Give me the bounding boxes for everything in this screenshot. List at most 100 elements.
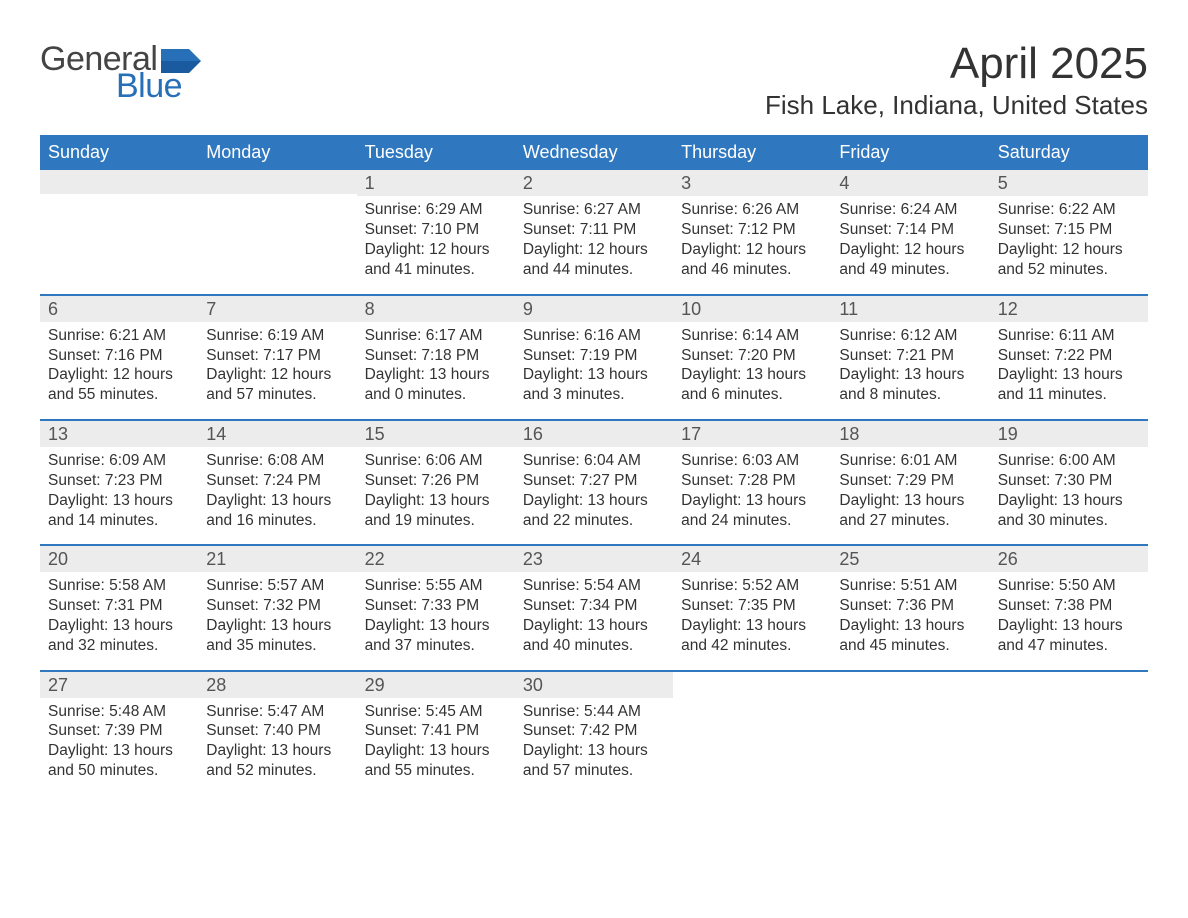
- cell-body: [831, 696, 989, 714]
- cell-body: Sunrise: 6:26 AMSunset: 7:12 PMDaylight:…: [673, 196, 831, 293]
- day-number: 7: [198, 296, 356, 322]
- daylight-line: Daylight: 12 hours and 46 minutes.: [681, 240, 823, 280]
- sunset-line: Sunset: 7:18 PM: [365, 346, 507, 366]
- sunset-line: Sunset: 7:24 PM: [206, 471, 348, 491]
- sunset-line: Sunset: 7:42 PM: [523, 721, 665, 741]
- month-title: April 2025: [765, 40, 1148, 88]
- day-number: 14: [198, 421, 356, 447]
- cell-body: [40, 194, 198, 212]
- calendar-cell: 10Sunrise: 6:14 AMSunset: 7:20 PMDayligh…: [673, 296, 831, 419]
- sunset-line: Sunset: 7:14 PM: [839, 220, 981, 240]
- cell-body: Sunrise: 6:09 AMSunset: 7:23 PMDaylight:…: [40, 447, 198, 544]
- week-row: 27Sunrise: 5:48 AMSunset: 7:39 PMDayligh…: [40, 670, 1148, 795]
- day-number: [990, 672, 1148, 696]
- cell-body: Sunrise: 5:44 AMSunset: 7:42 PMDaylight:…: [515, 698, 673, 795]
- cell-body: Sunrise: 6:00 AMSunset: 7:30 PMDaylight:…: [990, 447, 1148, 544]
- day-number: 2: [515, 170, 673, 196]
- calendar-cell: 16Sunrise: 6:04 AMSunset: 7:27 PMDayligh…: [515, 421, 673, 544]
- day-number: 30: [515, 672, 673, 698]
- cell-body: Sunrise: 5:58 AMSunset: 7:31 PMDaylight:…: [40, 572, 198, 669]
- sunset-line: Sunset: 7:16 PM: [48, 346, 190, 366]
- daylight-line: Daylight: 12 hours and 57 minutes.: [206, 365, 348, 405]
- weekday-header: Monday: [198, 135, 356, 170]
- sunset-line: Sunset: 7:23 PM: [48, 471, 190, 491]
- cell-body: [673, 696, 831, 714]
- sunrise-line: Sunrise: 6:12 AM: [839, 326, 981, 346]
- calendar-cell: 17Sunrise: 6:03 AMSunset: 7:28 PMDayligh…: [673, 421, 831, 544]
- sunrise-line: Sunrise: 6:09 AM: [48, 451, 190, 471]
- sunrise-line: Sunrise: 6:16 AM: [523, 326, 665, 346]
- sunset-line: Sunset: 7:15 PM: [998, 220, 1140, 240]
- cell-body: Sunrise: 6:17 AMSunset: 7:18 PMDaylight:…: [357, 322, 515, 419]
- day-number: 25: [831, 546, 989, 572]
- cell-body: Sunrise: 6:16 AMSunset: 7:19 PMDaylight:…: [515, 322, 673, 419]
- sunrise-line: Sunrise: 6:19 AM: [206, 326, 348, 346]
- calendar-cell: 27Sunrise: 5:48 AMSunset: 7:39 PMDayligh…: [40, 672, 198, 795]
- cell-body: Sunrise: 5:47 AMSunset: 7:40 PMDaylight:…: [198, 698, 356, 795]
- daylight-line: Daylight: 13 hours and 50 minutes.: [48, 741, 190, 781]
- day-number: 18: [831, 421, 989, 447]
- cell-body: Sunrise: 6:14 AMSunset: 7:20 PMDaylight:…: [673, 322, 831, 419]
- day-number: [831, 672, 989, 696]
- day-number: 17: [673, 421, 831, 447]
- day-number: 21: [198, 546, 356, 572]
- title-block: April 2025 Fish Lake, Indiana, United St…: [765, 40, 1148, 121]
- daylight-line: Daylight: 12 hours and 52 minutes.: [998, 240, 1140, 280]
- calendar-cell: [198, 170, 356, 293]
- sunrise-line: Sunrise: 6:11 AM: [998, 326, 1140, 346]
- cell-body: Sunrise: 5:55 AMSunset: 7:33 PMDaylight:…: [357, 572, 515, 669]
- cell-body: Sunrise: 5:50 AMSunset: 7:38 PMDaylight:…: [990, 572, 1148, 669]
- day-number: 19: [990, 421, 1148, 447]
- daylight-line: Daylight: 13 hours and 0 minutes.: [365, 365, 507, 405]
- weekday-header: Wednesday: [515, 135, 673, 170]
- sunrise-line: Sunrise: 6:29 AM: [365, 200, 507, 220]
- sunrise-line: Sunrise: 6:03 AM: [681, 451, 823, 471]
- day-number: 29: [357, 672, 515, 698]
- daylight-line: Daylight: 13 hours and 8 minutes.: [839, 365, 981, 405]
- sunrise-line: Sunrise: 6:06 AM: [365, 451, 507, 471]
- calendar-cell: 30Sunrise: 5:44 AMSunset: 7:42 PMDayligh…: [515, 672, 673, 795]
- daylight-line: Daylight: 12 hours and 55 minutes.: [48, 365, 190, 405]
- cell-body: Sunrise: 5:54 AMSunset: 7:34 PMDaylight:…: [515, 572, 673, 669]
- day-number: 11: [831, 296, 989, 322]
- week-row: 6Sunrise: 6:21 AMSunset: 7:16 PMDaylight…: [40, 294, 1148, 419]
- cell-body: Sunrise: 6:22 AMSunset: 7:15 PMDaylight:…: [990, 196, 1148, 293]
- document-header: General Blue April 2025 Fish Lake, India…: [40, 40, 1148, 121]
- calendar-cell: 8Sunrise: 6:17 AMSunset: 7:18 PMDaylight…: [357, 296, 515, 419]
- day-number: 24: [673, 546, 831, 572]
- sunset-line: Sunset: 7:41 PM: [365, 721, 507, 741]
- sunset-line: Sunset: 7:28 PM: [681, 471, 823, 491]
- daylight-line: Daylight: 13 hours and 11 minutes.: [998, 365, 1140, 405]
- sunset-line: Sunset: 7:32 PM: [206, 596, 348, 616]
- sunrise-line: Sunrise: 6:00 AM: [998, 451, 1140, 471]
- daylight-line: Daylight: 13 hours and 22 minutes.: [523, 491, 665, 531]
- sunrise-line: Sunrise: 5:48 AM: [48, 702, 190, 722]
- calendar-cell: 9Sunrise: 6:16 AMSunset: 7:19 PMDaylight…: [515, 296, 673, 419]
- daylight-line: Daylight: 13 hours and 30 minutes.: [998, 491, 1140, 531]
- cell-body: [198, 194, 356, 212]
- calendar-cell: [673, 672, 831, 795]
- sunset-line: Sunset: 7:19 PM: [523, 346, 665, 366]
- calendar-cell: [831, 672, 989, 795]
- day-number: 27: [40, 672, 198, 698]
- sunrise-line: Sunrise: 5:58 AM: [48, 576, 190, 596]
- day-number: 12: [990, 296, 1148, 322]
- calendar-cell: 14Sunrise: 6:08 AMSunset: 7:24 PMDayligh…: [198, 421, 356, 544]
- daylight-line: Daylight: 13 hours and 14 minutes.: [48, 491, 190, 531]
- sunrise-line: Sunrise: 6:14 AM: [681, 326, 823, 346]
- weeks-container: 1Sunrise: 6:29 AMSunset: 7:10 PMDaylight…: [40, 170, 1148, 795]
- sunrise-line: Sunrise: 5:44 AM: [523, 702, 665, 722]
- daylight-line: Daylight: 13 hours and 32 minutes.: [48, 616, 190, 656]
- cell-body: Sunrise: 6:03 AMSunset: 7:28 PMDaylight:…: [673, 447, 831, 544]
- sunset-line: Sunset: 7:10 PM: [365, 220, 507, 240]
- day-number: 5: [990, 170, 1148, 196]
- calendar-cell: 13Sunrise: 6:09 AMSunset: 7:23 PMDayligh…: [40, 421, 198, 544]
- day-number: 20: [40, 546, 198, 572]
- day-number: 26: [990, 546, 1148, 572]
- daylight-line: Daylight: 13 hours and 35 minutes.: [206, 616, 348, 656]
- cell-body: Sunrise: 5:48 AMSunset: 7:39 PMDaylight:…: [40, 698, 198, 795]
- daylight-line: Daylight: 13 hours and 40 minutes.: [523, 616, 665, 656]
- sunset-line: Sunset: 7:30 PM: [998, 471, 1140, 491]
- daylight-line: Daylight: 13 hours and 55 minutes.: [365, 741, 507, 781]
- sunset-line: Sunset: 7:12 PM: [681, 220, 823, 240]
